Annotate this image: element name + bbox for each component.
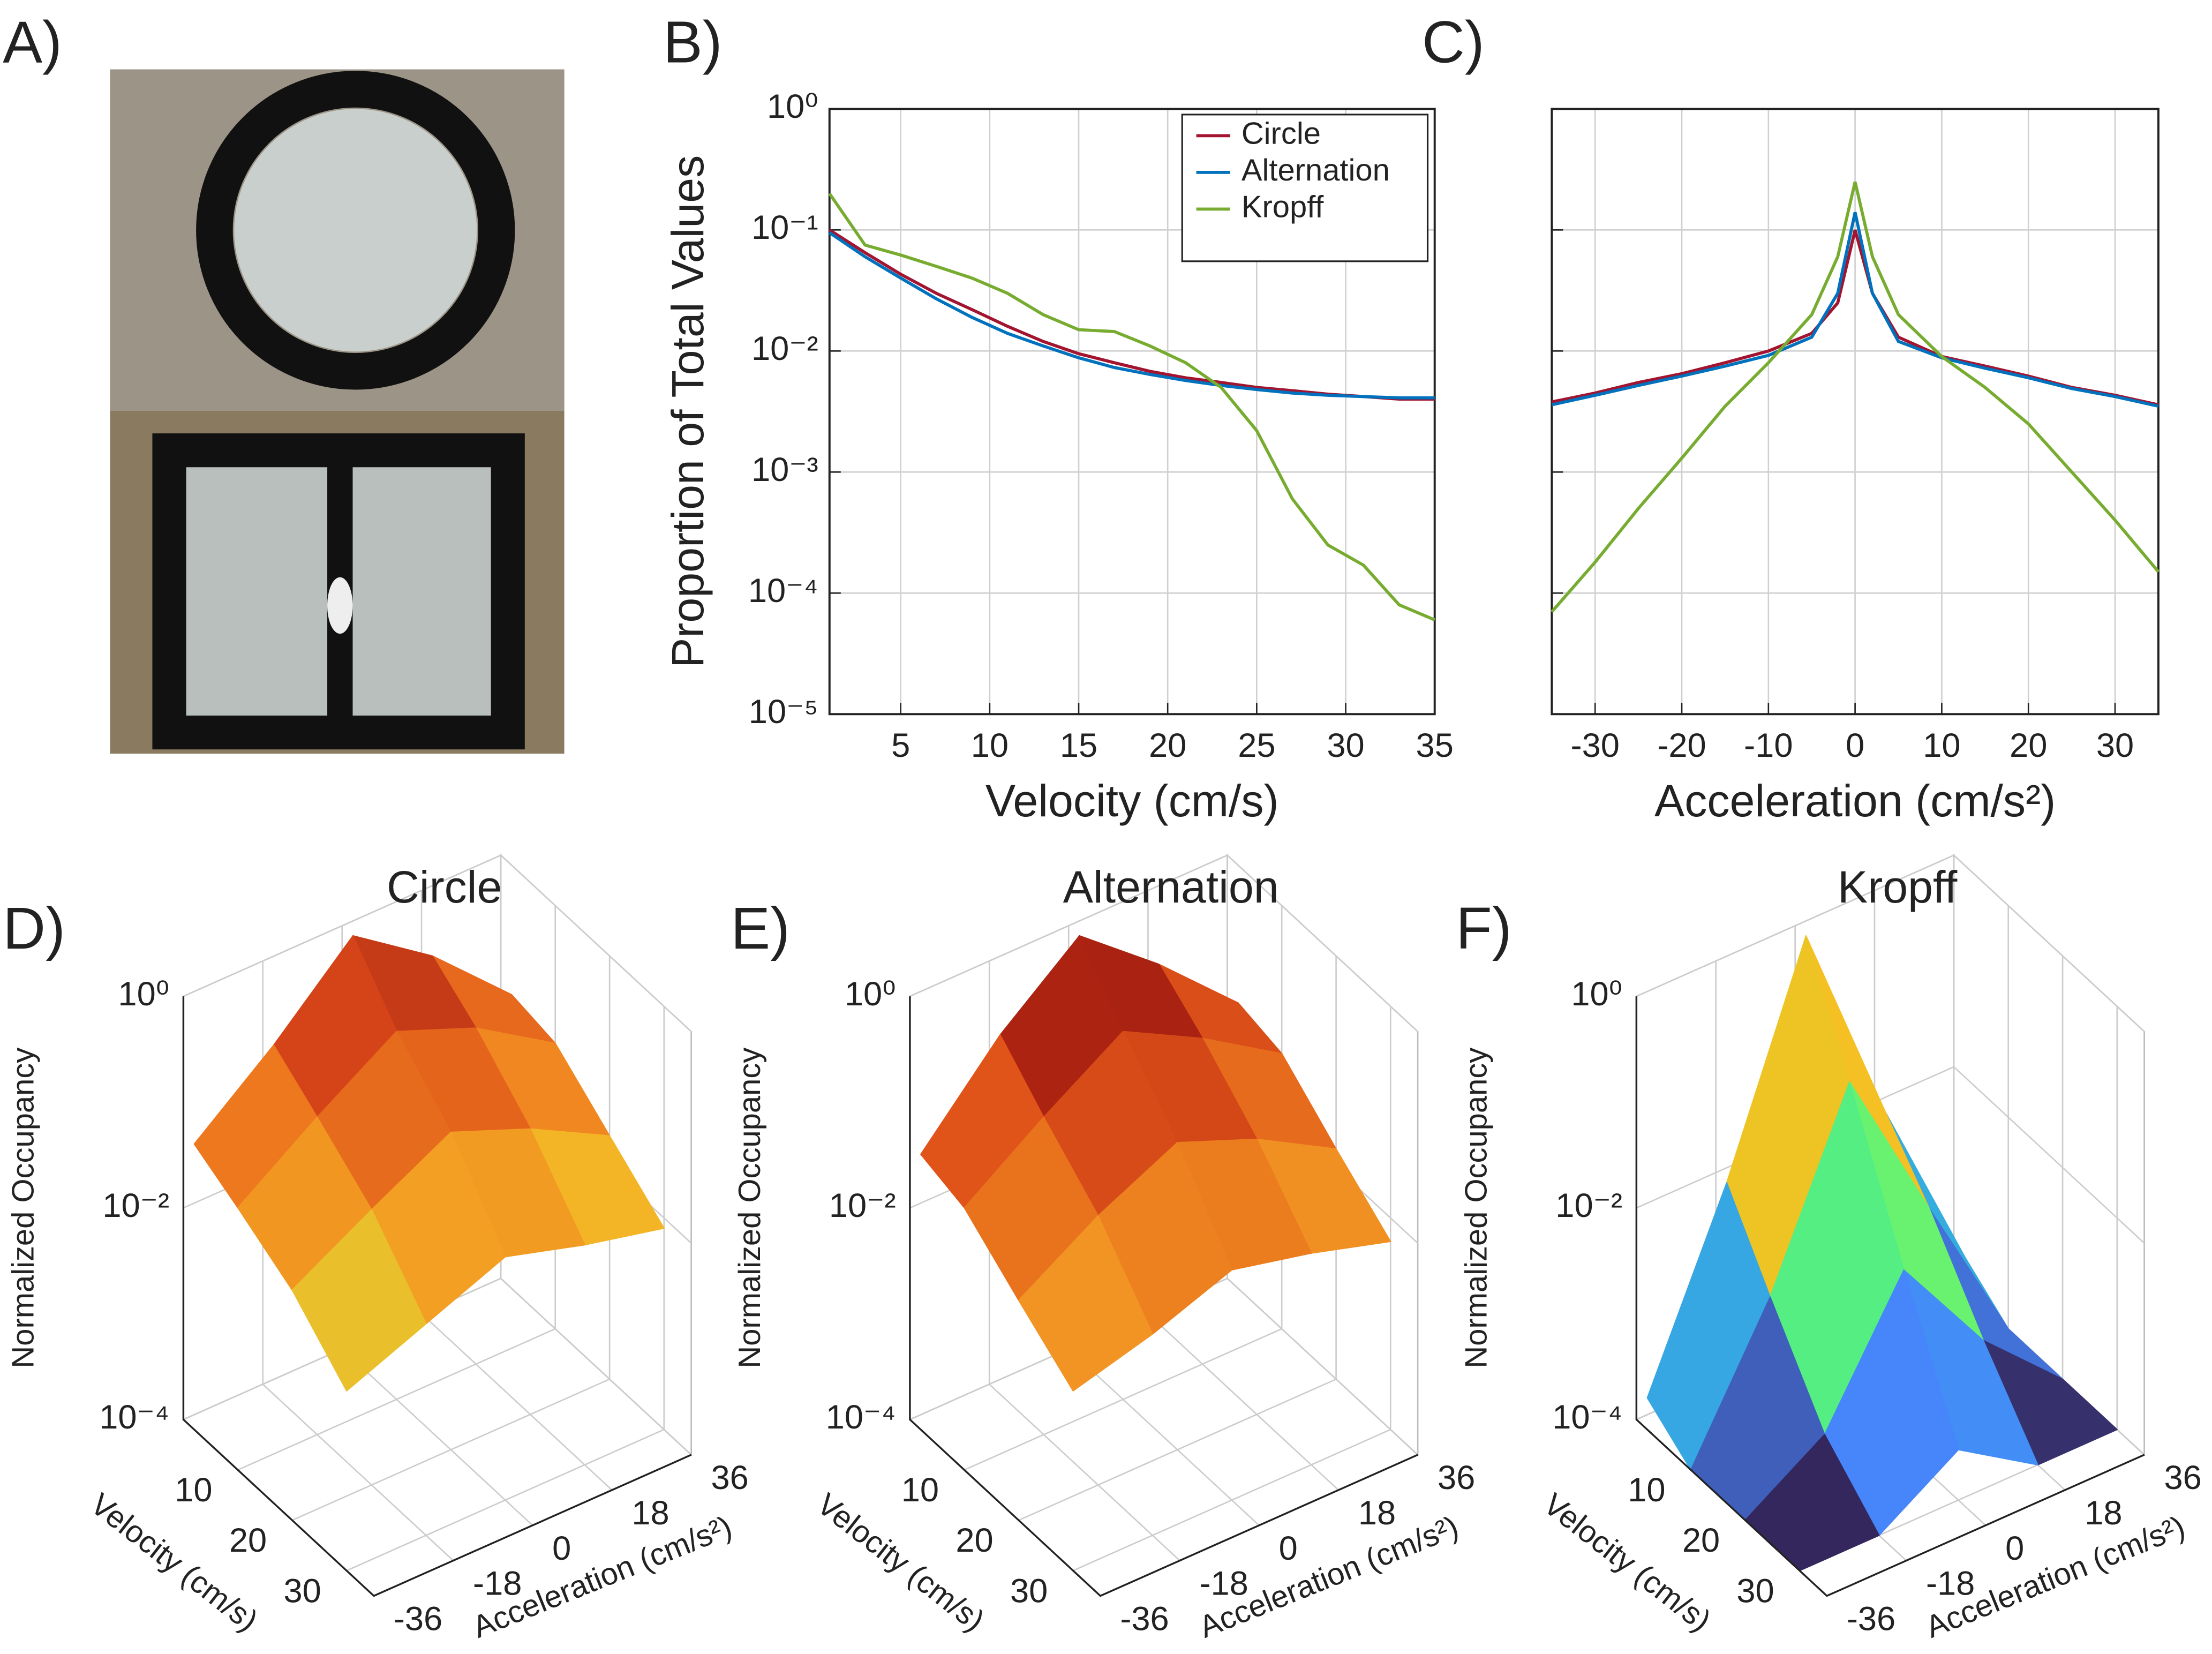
y-tick-label: 10⁻⁵ [749,693,818,731]
z-tick-label: 10⁻⁴ [826,1399,896,1436]
x-axis-label: Velocity (cm/s) [84,1487,264,1638]
x-tick-label: 10 [1628,1471,1665,1509]
y-tick-label: 36 [2164,1459,2201,1497]
x-tick-label: 5 [891,727,910,764]
grid-line [1227,855,1418,1456]
z-axis-label: Normalized Occupancy [6,1048,41,1369]
surface-chart: 10⁻⁴ 10⁻² 10⁰ 10 20 30 -36 -18 0 18 36 Normalized O… [731,853,1475,1645]
panel-label: F) [1456,896,1511,961]
y-tick-label: 36 [711,1459,749,1497]
panel-label: C) [1422,10,1485,76]
x-tick-label: 20 [955,1522,993,1559]
x-tick-label: 30 [283,1572,321,1610]
axis-line [182,996,692,1597]
surface-cell [1018,1215,1153,1392]
axes-frame [828,108,1436,716]
data-line [829,231,1435,400]
x-axis-label: Velocity (cm/s) [810,1487,990,1638]
panel-label: A) [3,10,62,76]
x-tick-label: 10 [971,727,1009,764]
y-tick-label: 10⁰ [767,88,818,125]
x-tick-label: 10 [1923,727,1960,764]
y-tick-label: -36 [1847,1600,1895,1638]
x-tick-label: -20 [1657,727,1706,764]
z-tick-label: 10⁰ [845,975,896,1013]
y-tick-label: 18 [1358,1494,1396,1532]
y-tick-label: 18 [2085,1494,2122,1532]
surface-cell [291,1209,427,1392]
y-tick-label: -18 [1199,1565,1248,1603]
z-tick-label: 10⁰ [1571,975,1622,1013]
rat [327,577,353,634]
panel-label: D) [3,896,65,961]
z-axis-label: Normalized Occupancy [733,1048,767,1369]
x-axis-label: Velocity (cm/s) [985,776,1279,826]
legend-box [1181,114,1429,262]
z-tick-label: 10⁻⁴ [1552,1399,1622,1436]
x-tick-label: 15 [1060,727,1097,764]
z-tick-label: 10⁻² [1555,1187,1622,1224]
data-line [828,192,1435,622]
line-chart: 10⁻⁵ 10⁻⁴ 10⁻³ 10⁻² 10⁻¹ 10⁰ 5 10 15 20 25 30 35 Velo… [663,10,1454,826]
x-tick-label: 35 [1416,727,1454,764]
legend-label: Circle [1242,117,1321,151]
chart-title: Alternation [1063,862,1279,912]
x-tick-label: -10 [1744,727,1793,764]
x-tick-label: 30 [2096,727,2134,764]
y-tick-label: -36 [394,1600,442,1638]
z-tick-label: 10⁻² [102,1187,169,1224]
axis-line [1635,996,2145,1597]
data-line [1551,212,2159,408]
x-tick-label: 30 [1327,727,1364,764]
panel-label: B) [663,10,723,76]
surface-chart: 10⁻⁴ 10⁻² 10⁰ 10 20 30 -36 -18 0 18 36 Normalized O… [3,853,749,1645]
y-tick-label: 18 [631,1494,669,1532]
surface-chart: 10⁻⁴ 10⁻² 10⁰ 10 20 30 -36 -18 0 18 36 Normalized O… [1456,853,2202,1645]
y-tick-label: 0 [1279,1530,1298,1567]
y-tick-label: 10⁻⁴ [748,572,818,610]
y-tick-label: -36 [1120,1600,1169,1638]
data-line [1551,181,2160,613]
photo-panel: A) [3,10,565,754]
x-tick-label: 0 [1846,727,1864,764]
axes-frame [1551,108,2160,716]
y-tick-label: 10⁻¹ [751,209,818,246]
z-tick-label: 10⁰ [118,975,169,1013]
x-tick-label: 20 [1149,727,1186,764]
x-tick-label: 25 [1238,727,1275,764]
line-chart: -30 -20 -10 0 10 20 30 Acceleration (cm/s²) C) [1422,10,2160,826]
y-tick-label: 0 [2005,1530,2024,1567]
x-tick-label: 20 [2010,727,2047,764]
x-axis-label: Acceleration (cm/s²) [1654,776,2056,826]
y-axis-label: Proportion of Total Values [663,155,713,668]
chart-title: Circle [387,862,502,912]
y-tick-label: 10⁻² [751,330,818,367]
x-tick-label: 30 [1736,1572,1774,1610]
x-tick-label: -30 [1571,727,1620,764]
y-tick-label: 0 [552,1530,571,1567]
x-tick-label: 20 [229,1522,267,1559]
legend-label: Kropff [1242,190,1324,224]
y-tick-label: -18 [473,1565,522,1603]
y-tick-label: 10⁻³ [751,451,818,488]
x-tick-label: 30 [1010,1572,1048,1610]
z-axis-label: Normalized Occupancy [1459,1048,1494,1369]
x-tick-label: 20 [1682,1522,1720,1559]
z-tick-label: 10⁻² [829,1187,896,1224]
x-axis-label: Velocity (cm/s) [1537,1487,1717,1638]
legend-label: Alternation [1242,153,1390,187]
chart-title: Kropff [1838,862,1958,912]
y-tick-label: -18 [1926,1565,1975,1603]
z-tick-label: 10⁻⁴ [99,1399,169,1436]
x-tick-label: 10 [901,1471,939,1509]
track-floor [234,109,477,352]
axis-line [909,996,1418,1597]
x-tick-label: 10 [175,1471,212,1509]
circular-track [196,71,515,390]
y-tick-label: 36 [1438,1459,1475,1497]
panel-label: E) [731,896,790,961]
